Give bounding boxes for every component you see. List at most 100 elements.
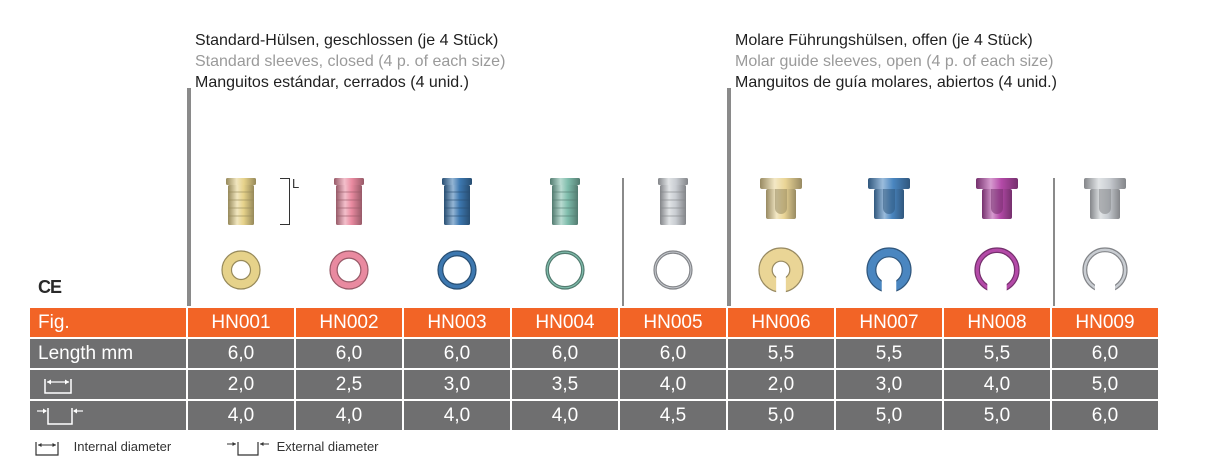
section-divider-left <box>187 88 191 306</box>
cell-code-text: HN007 <box>859 311 919 333</box>
sleeve-top-view <box>1082 247 1128 294</box>
sleeve-side-view <box>868 178 910 219</box>
cell-code: HN009 <box>1052 308 1158 337</box>
legend: External diameter <box>225 439 379 457</box>
cell-code: HN004 <box>512 308 618 337</box>
sleeve-side-view <box>760 178 802 219</box>
cell-internal-diameter-text: 2,0 <box>767 373 795 395</box>
cell-internal-diameter-text: 4,0 <box>983 373 1011 395</box>
cell-code: HN005 <box>620 308 726 337</box>
row-label-fig-text: Fig. <box>38 311 70 333</box>
cell-code-text: HN003 <box>427 311 487 333</box>
cell-code: HN003 <box>404 308 510 337</box>
cell-external-diameter: 4,0 <box>296 401 402 430</box>
cell-length-text: 6,0 <box>335 342 363 364</box>
cell-external-diameter: 6,0 <box>1052 401 1158 430</box>
cell-length-text: 5,5 <box>875 342 903 364</box>
cell-length-text: 6,0 <box>1091 342 1119 364</box>
cell-external-diameter-text: 4,0 <box>551 404 579 426</box>
cell-length-text: 6,0 <box>227 342 255 364</box>
sleeve-side-view <box>658 178 688 225</box>
external-diameter-icon <box>227 442 269 456</box>
cell-code: HN001 <box>188 308 294 337</box>
internal-diameter-icon <box>35 442 59 456</box>
cell-code-text: HN001 <box>211 311 271 333</box>
legend: Internal diameter <box>34 439 171 457</box>
cell-code-text: HN008 <box>967 311 1027 333</box>
sleeve-top-view <box>974 247 1020 294</box>
cell-internal-diameter: 5,0 <box>1052 370 1158 399</box>
cell-external-diameter-text: 5,0 <box>875 404 903 426</box>
cell-code-text: HN005 <box>643 311 703 333</box>
cell-length-text: 5,5 <box>767 342 795 364</box>
cell-internal-diameter: 4,0 <box>944 370 1050 399</box>
cell-code-text: HN004 <box>535 311 595 333</box>
section-header-standard: Standard-Hülsen, geschlossen (je 4 Stück… <box>195 30 505 93</box>
cell-external-diameter: 4,5 <box>620 401 726 430</box>
row-label-fig: Fig. <box>30 308 186 337</box>
sleeve-side-view <box>1084 178 1126 219</box>
cell-internal-diameter: 3,0 <box>836 370 942 399</box>
sleeve-side-view <box>442 178 472 225</box>
length-marker-label: L <box>292 176 300 191</box>
cell-external-diameter-text: 4,5 <box>659 404 687 426</box>
cell-internal-diameter: 3,5 <box>512 370 618 399</box>
cell-code-text: HN002 <box>319 311 379 333</box>
cell-external-diameter-text: 4,0 <box>335 404 363 426</box>
cell-internal-diameter: 2,5 <box>296 370 402 399</box>
section-header-molar: Molare Führungshülsen, offen (je 4 Stück… <box>735 30 1057 93</box>
cell-external-diameter-text: 4,0 <box>443 404 471 426</box>
header-english: Standard sleeves, closed (4 p. of each s… <box>195 53 506 70</box>
sleeve-top-view <box>437 250 477 290</box>
cell-length: 5,5 <box>728 339 834 368</box>
header-german: Molare Führungshülsen, offen (je 4 Stück… <box>735 32 1033 49</box>
sleeve-top-view <box>221 250 261 290</box>
cell-length: 6,0 <box>620 339 726 368</box>
cell-length-text: 6,0 <box>443 342 471 364</box>
column-divider <box>622 178 624 306</box>
sleeve-side-view <box>976 178 1018 219</box>
cell-internal-diameter-text: 4,0 <box>659 373 687 395</box>
cell-external-diameter-text: 6,0 <box>1091 404 1119 426</box>
cell-internal-diameter: 4,0 <box>620 370 726 399</box>
cell-internal-diameter: 2,0 <box>188 370 294 399</box>
column-divider <box>1053 178 1055 306</box>
row-label-length-text: Length mm <box>38 342 134 364</box>
cell-code-text: HN009 <box>1075 311 1135 333</box>
sleeve-side-view <box>334 178 364 225</box>
sleeve-side-view <box>550 178 580 225</box>
sleeve-top-view <box>758 247 804 294</box>
cell-internal-diameter-text: 5,0 <box>1091 373 1119 395</box>
cell-length-text: 6,0 <box>551 342 579 364</box>
header-english: Molar guide sleeves, open (4 p. of each … <box>735 53 1054 70</box>
cell-internal-diameter-text: 3,5 <box>551 373 579 395</box>
cell-external-diameter: 5,0 <box>836 401 942 430</box>
sleeve-top-view <box>545 250 585 290</box>
external-diameter-icon <box>37 407 83 425</box>
header-spanish: Manguitos estándar, cerrados (4 unid.) <box>195 74 469 91</box>
sleeve-top-view <box>866 247 912 294</box>
cell-length: 5,5 <box>836 339 942 368</box>
cell-internal-diameter: 3,0 <box>404 370 510 399</box>
cell-external-diameter-text: 5,0 <box>983 404 1011 426</box>
cell-length: 6,0 <box>188 339 294 368</box>
ce-mark: CE <box>38 277 62 297</box>
cell-external-diameter: 4,0 <box>404 401 510 430</box>
cell-external-diameter: 4,0 <box>188 401 294 430</box>
cell-internal-diameter: 2,0 <box>728 370 834 399</box>
legend-internal-label: Internal diameter <box>73 439 172 455</box>
sleeve-side-view <box>226 178 256 225</box>
header-spanish: Manguitos de guía molares, abiertos (4 u… <box>735 74 1057 91</box>
row-label-length: Length mm <box>30 339 186 368</box>
row-label-internal-diameter <box>30 370 186 399</box>
cell-code: HN008 <box>944 308 1050 337</box>
cell-external-diameter: 4,0 <box>512 401 618 430</box>
cell-length: 6,0 <box>512 339 618 368</box>
cell-external-diameter: 5,0 <box>944 401 1050 430</box>
cell-internal-diameter-text: 2,0 <box>227 373 255 395</box>
cell-internal-diameter-text: 3,0 <box>875 373 903 395</box>
sleeve-top-view <box>653 250 693 290</box>
cell-length-text: 5,5 <box>983 342 1011 364</box>
cell-internal-diameter-text: 3,0 <box>443 373 471 395</box>
cell-length: 6,0 <box>1052 339 1158 368</box>
